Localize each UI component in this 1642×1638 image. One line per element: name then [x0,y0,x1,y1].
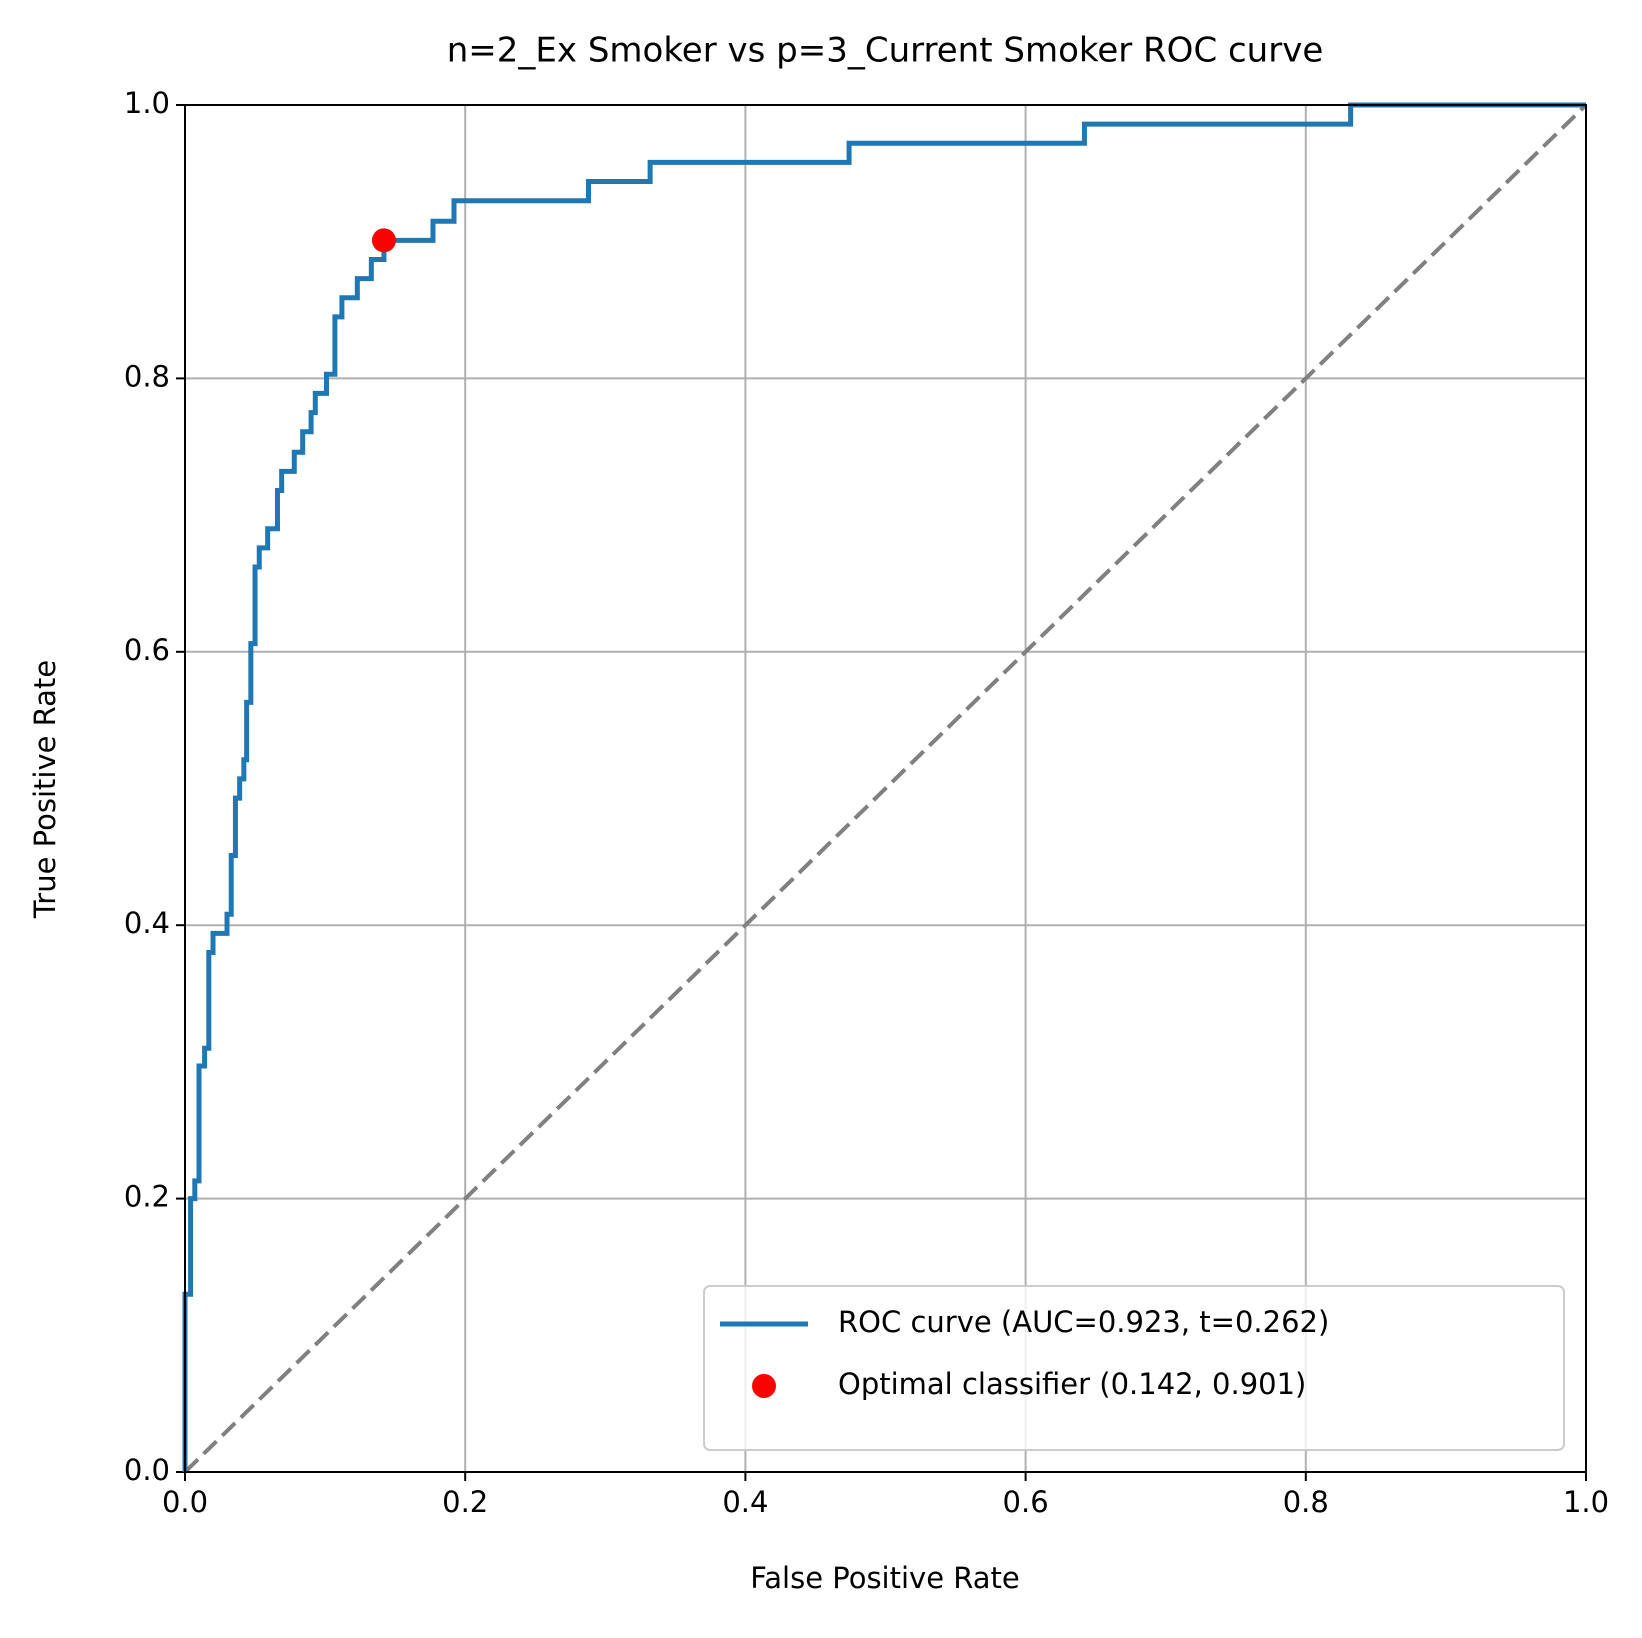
x-tick-label: 1.0 [1563,1485,1609,1519]
legend-marker [752,1374,776,1398]
x-tick-label: 0.0 [162,1485,208,1519]
x-tick-label: 0.6 [1003,1485,1049,1519]
y-tick-label: 0.0 [124,1453,170,1487]
y-tick-label: 1.0 [124,86,170,120]
marker [371,228,396,253]
plot-frame [184,104,1587,1473]
y-axis-label: True Positive Rate [28,660,62,919]
x-tick-label: 0.2 [442,1485,488,1519]
chart-title: n=2_Ex Smoker vs p=3_Current Smoker ROC … [447,31,1324,71]
diagonal-line [183,103,1588,1474]
y-tick-label: 0.6 [124,633,170,667]
legend-label: Optimal classifier (0.142, 0.901) [838,1367,1306,1401]
x-tick-label: 0.4 [722,1485,768,1519]
y-tick-label: 0.8 [124,359,170,393]
y-tick-label: 0.4 [124,906,170,940]
roc-line [182,102,1586,1472]
legend-box [703,1285,1565,1451]
y-tick-label: 0.2 [124,1180,170,1214]
x-tick-label: 0.8 [1283,1485,1329,1519]
legend-label: ROC curve (AUC=0.923, t=0.262) [838,1305,1329,1339]
x-axis-label: False Positive Rate [750,1561,1020,1595]
